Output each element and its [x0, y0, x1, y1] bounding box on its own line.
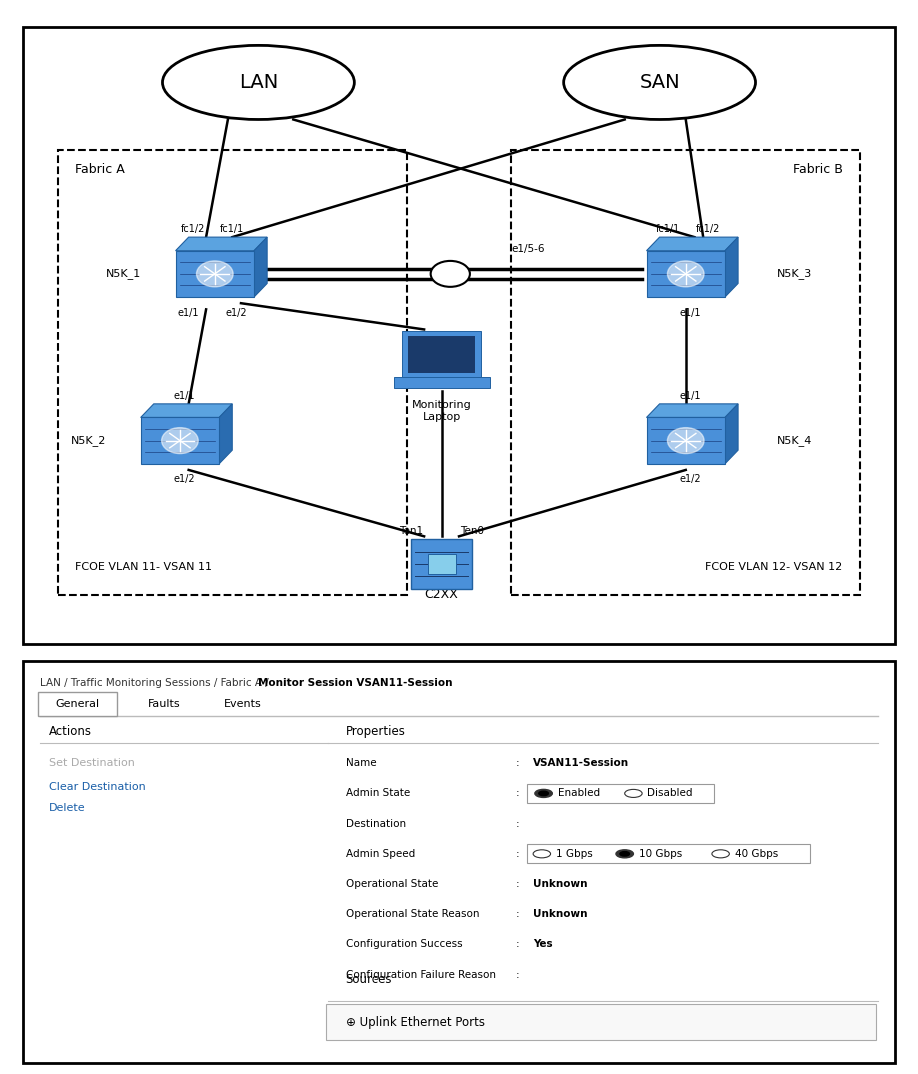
Text: Monitoring
Laptop: Monitoring Laptop	[411, 401, 472, 422]
Text: Actions: Actions	[50, 725, 92, 738]
Text: FCOE VLAN 12- VSAN 12: FCOE VLAN 12- VSAN 12	[705, 563, 843, 572]
Text: fc1/2: fc1/2	[695, 224, 720, 234]
Text: :: :	[516, 910, 520, 919]
Text: :: :	[516, 788, 520, 798]
Text: e1/5-6: e1/5-6	[511, 244, 544, 255]
Circle shape	[196, 261, 233, 287]
Text: :: :	[516, 758, 520, 768]
Text: Ten0: Ten0	[460, 526, 484, 537]
Text: LAN: LAN	[239, 73, 278, 92]
Text: e1/1: e1/1	[679, 391, 700, 401]
Polygon shape	[725, 237, 738, 297]
Text: e1/2: e1/2	[174, 475, 196, 484]
Text: Faults: Faults	[149, 699, 181, 709]
Text: fc1/1: fc1/1	[656, 224, 680, 234]
Text: N5K_1: N5K_1	[106, 268, 140, 279]
Text: Admin Speed: Admin Speed	[345, 848, 415, 859]
Text: Operational State: Operational State	[345, 879, 438, 889]
Ellipse shape	[564, 45, 756, 119]
Circle shape	[667, 427, 704, 453]
Text: General: General	[55, 699, 99, 709]
Text: Ten1: Ten1	[399, 526, 423, 537]
Circle shape	[620, 852, 630, 856]
Ellipse shape	[431, 261, 470, 287]
FancyBboxPatch shape	[38, 692, 118, 716]
Bar	[409, 336, 475, 373]
Text: Sources: Sources	[345, 973, 392, 986]
Bar	[394, 377, 489, 388]
Bar	[428, 554, 455, 574]
Text: 1 Gbps: 1 Gbps	[555, 848, 592, 859]
Text: Set Destination: Set Destination	[50, 758, 135, 768]
Polygon shape	[219, 404, 232, 464]
Text: Yes: Yes	[533, 940, 553, 949]
Text: Monitor Session VSAN11-Session: Monitor Session VSAN11-Session	[258, 678, 453, 687]
Bar	[175, 250, 254, 297]
Text: N5K_4: N5K_4	[778, 435, 812, 446]
Text: e1/1: e1/1	[174, 391, 195, 401]
Bar	[411, 539, 472, 589]
Text: fc1/1: fc1/1	[220, 224, 244, 234]
Text: C2XX: C2XX	[425, 589, 458, 601]
Text: Destination: Destination	[345, 818, 406, 829]
Text: Name: Name	[345, 758, 376, 768]
Text: Clear Destination: Clear Destination	[50, 782, 146, 793]
Polygon shape	[175, 237, 267, 250]
Text: FCOE VLAN 11- VSAN 11: FCOE VLAN 11- VSAN 11	[75, 563, 212, 572]
Text: Unknown: Unknown	[533, 879, 588, 889]
Polygon shape	[254, 237, 267, 297]
Text: 40 Gbps: 40 Gbps	[734, 848, 778, 859]
Text: SAN: SAN	[639, 73, 680, 92]
Text: 10 Gbps: 10 Gbps	[639, 848, 682, 859]
Bar	[511, 150, 860, 595]
Text: Enabled: Enabled	[557, 788, 599, 798]
Text: e1/2: e1/2	[226, 307, 248, 318]
Ellipse shape	[162, 45, 354, 119]
Text: e1/1: e1/1	[178, 307, 199, 318]
Text: :: :	[516, 879, 520, 889]
Text: Events: Events	[224, 699, 262, 709]
Text: Admin State: Admin State	[345, 788, 409, 798]
Text: fc1/2: fc1/2	[181, 224, 206, 234]
Text: :: :	[516, 848, 520, 859]
Text: :: :	[516, 940, 520, 949]
Text: LAN / Traffic Monitoring Sessions / Fabric A /: LAN / Traffic Monitoring Sessions / Fabr…	[40, 678, 273, 687]
Text: Configuration Success: Configuration Success	[345, 940, 463, 949]
Text: VSAN11-Session: VSAN11-Session	[533, 758, 629, 768]
Text: N5K_3: N5K_3	[778, 268, 812, 279]
Text: ⊕ Uplink Ethernet Ports: ⊕ Uplink Ethernet Ports	[345, 1016, 485, 1029]
Text: Fabric A: Fabric A	[75, 163, 125, 176]
Text: Properties: Properties	[345, 725, 406, 738]
Text: :: :	[516, 970, 520, 979]
Text: e1/2: e1/2	[679, 475, 701, 484]
FancyBboxPatch shape	[326, 1003, 876, 1041]
Text: Operational State Reason: Operational State Reason	[345, 910, 479, 919]
Polygon shape	[646, 237, 738, 250]
Text: Delete: Delete	[50, 802, 85, 813]
Circle shape	[616, 850, 633, 858]
Text: Disabled: Disabled	[647, 788, 693, 798]
Text: N5K_2: N5K_2	[71, 435, 106, 446]
Text: Fabric B: Fabric B	[793, 163, 843, 176]
Circle shape	[667, 261, 704, 287]
Polygon shape	[646, 404, 738, 418]
Polygon shape	[140, 404, 232, 418]
Circle shape	[539, 792, 548, 796]
Circle shape	[535, 789, 553, 797]
Text: :: :	[516, 818, 520, 829]
Bar	[58, 150, 407, 595]
Bar	[140, 418, 219, 464]
Bar	[402, 331, 481, 377]
Text: Unknown: Unknown	[533, 910, 588, 919]
Polygon shape	[725, 404, 738, 464]
Circle shape	[162, 427, 198, 453]
Bar	[646, 418, 725, 464]
Bar	[646, 250, 725, 297]
Text: Configuration Failure Reason: Configuration Failure Reason	[345, 970, 496, 979]
Text: e1/1: e1/1	[679, 307, 700, 318]
